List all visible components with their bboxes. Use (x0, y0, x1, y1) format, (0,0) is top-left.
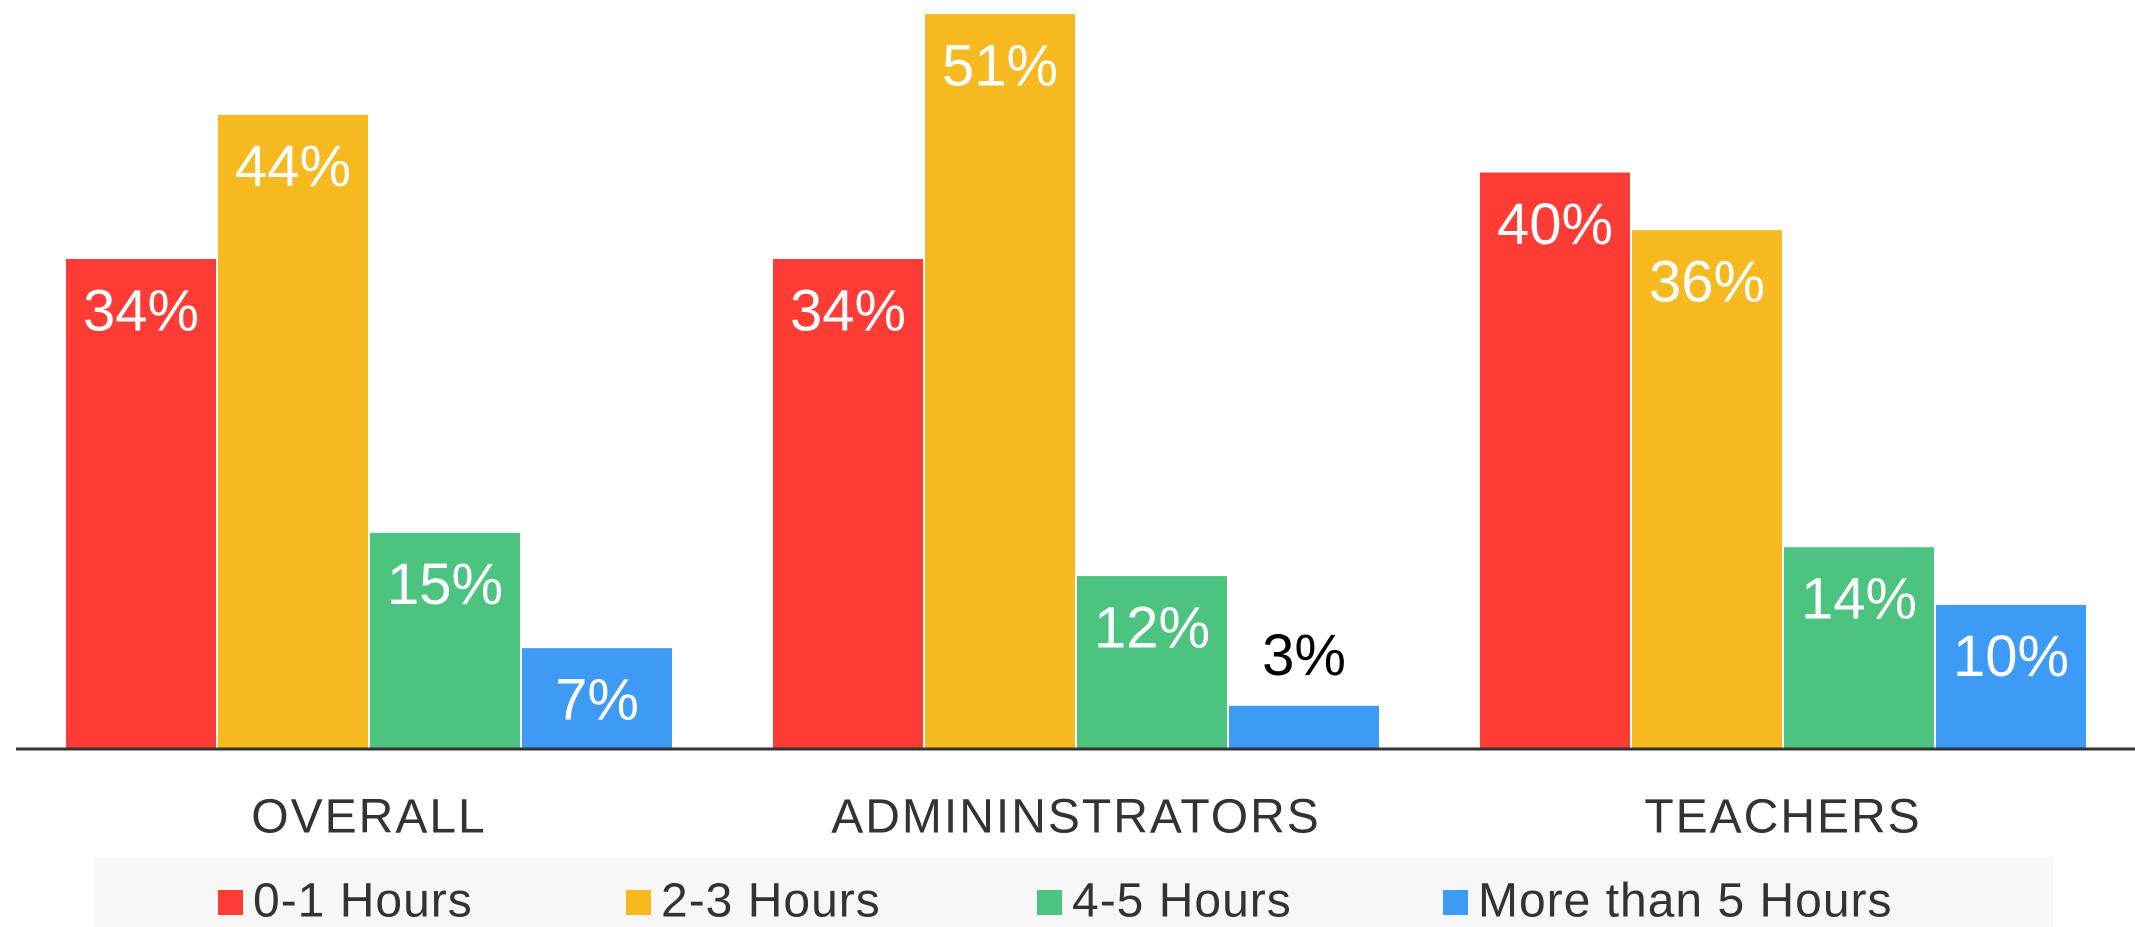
data-label: 40% (1497, 192, 1613, 257)
data-label: 34% (83, 278, 199, 343)
data-label: 3% (1262, 623, 1346, 688)
bar (66, 259, 216, 749)
bar (925, 14, 1075, 749)
legend-swatch (626, 890, 651, 915)
x-tick-label: TEACHERS (1644, 791, 1921, 844)
data-label: 7% (555, 667, 639, 732)
data-label: 12% (1094, 595, 1210, 660)
legend-background (95, 858, 2053, 927)
bar (1229, 705, 1379, 749)
legend-label: 2-3 Hours (661, 875, 881, 927)
x-tick-label: OVERALL (251, 791, 486, 844)
bar (522, 648, 672, 749)
legend-label: 0-1 Hours (253, 875, 473, 927)
data-label: 44% (235, 134, 351, 199)
data-label: 14% (1801, 567, 1917, 632)
data-label: 10% (1953, 624, 2069, 689)
legend-label: More than 5 Hours (1478, 875, 1893, 927)
bar (370, 532, 520, 749)
bar (1632, 230, 1782, 750)
legend-swatch (218, 890, 243, 915)
bar (1784, 547, 1934, 749)
bar (773, 259, 923, 749)
data-label: 36% (1649, 250, 1765, 315)
legend-label: 4-5 Hours (1072, 875, 1292, 927)
legend-swatch (1037, 890, 1062, 915)
data-label: 34% (790, 278, 906, 343)
bar (1936, 604, 2086, 749)
legend-swatch (1443, 890, 1468, 915)
x-tick-label: ADMININSTRATORS (831, 791, 1321, 844)
bar (218, 114, 368, 750)
bar (1077, 576, 1227, 749)
data-label: 15% (387, 552, 503, 617)
bar (1480, 172, 1630, 749)
data-label: 51% (942, 33, 1058, 98)
